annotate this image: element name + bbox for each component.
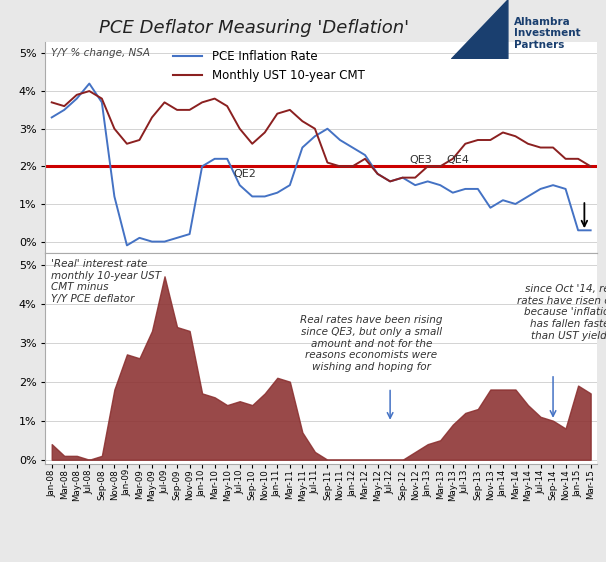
Text: QE2: QE2 <box>233 169 256 179</box>
Text: PCE Deflator Measuring 'Deflation': PCE Deflator Measuring 'Deflation' <box>99 19 410 37</box>
Text: QE4: QE4 <box>447 155 470 165</box>
Text: Alhambra
Investment
Partners: Alhambra Investment Partners <box>514 16 581 49</box>
Polygon shape <box>451 0 508 59</box>
Legend: PCE Inflation Rate, Monthly UST 10-year CMT: PCE Inflation Rate, Monthly UST 10-year … <box>173 50 364 82</box>
Text: 'Real' interest rate
monthly 10-year UST
CMT minus
Y/Y PCE deflator: 'Real' interest rate monthly 10-year UST… <box>51 259 161 304</box>
Text: QE3: QE3 <box>409 155 431 165</box>
Text: Y/Y % change, NSA: Y/Y % change, NSA <box>51 48 150 58</box>
Text: Real rates have been rising
since QE3, but only a small
amount and not for the
r: Real rates have been rising since QE3, b… <box>300 315 442 371</box>
Text: since Oct '14, real
rates have risen only
because 'inflation'
has fallen faster
: since Oct '14, real rates have risen onl… <box>517 284 606 341</box>
